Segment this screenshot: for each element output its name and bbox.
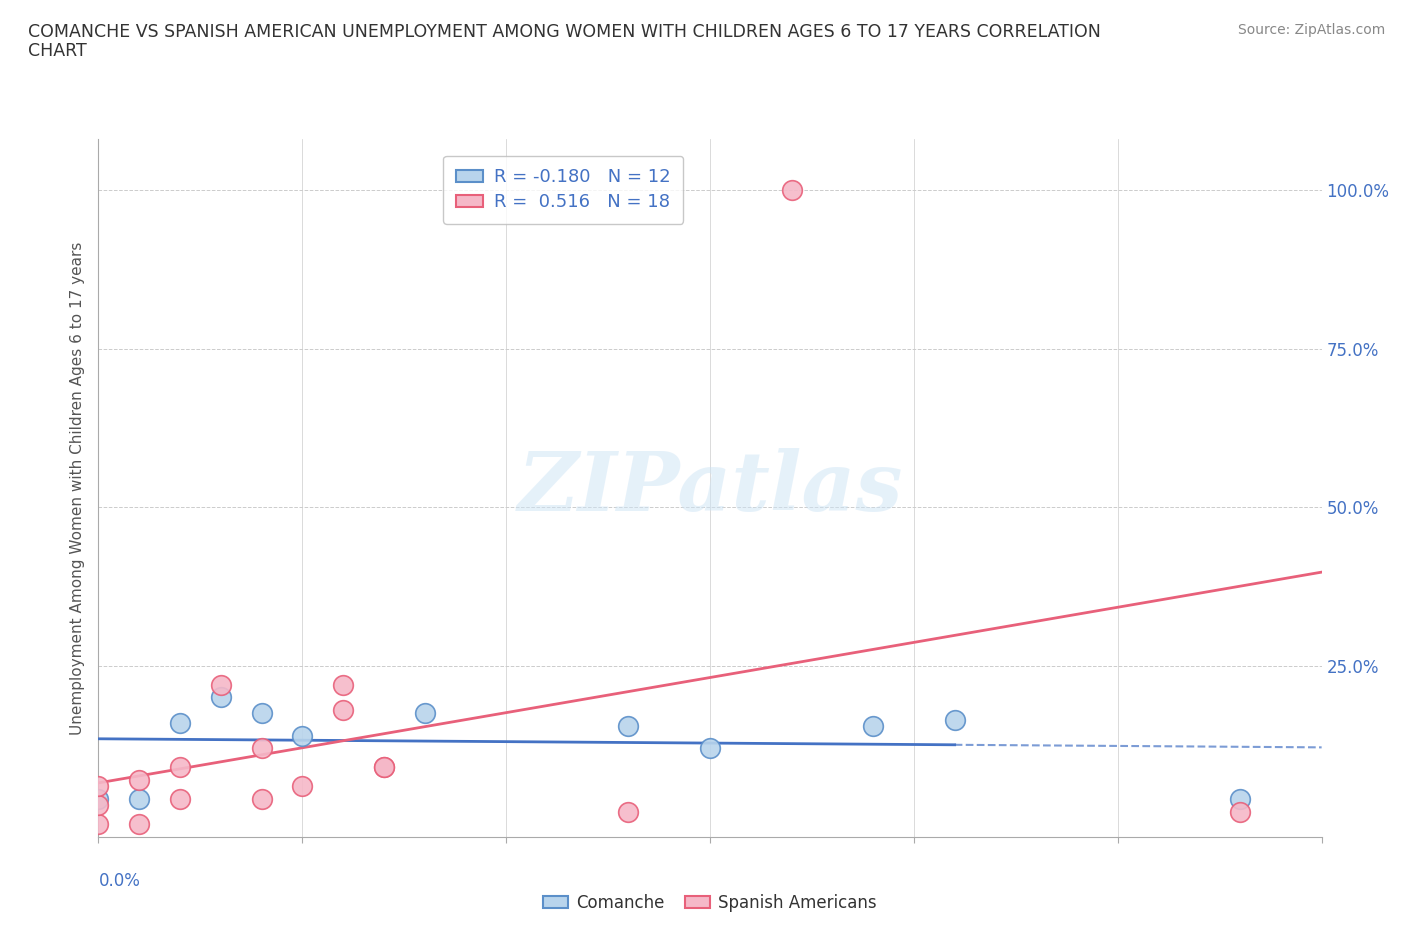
Point [617, 719, 640, 734]
Point [209, 690, 232, 705]
Point [169, 791, 191, 806]
Y-axis label: Unemployment Among Women with Children Ages 6 to 17 years: Unemployment Among Women with Children A… [69, 242, 84, 735]
Point [699, 741, 721, 756]
Point [169, 760, 191, 775]
Legend: Comanche, Spanish Americans: Comanche, Spanish Americans [537, 887, 883, 919]
Point [780, 183, 803, 198]
Text: CHART: CHART [28, 42, 87, 60]
Point [291, 728, 314, 743]
Point [413, 706, 436, 721]
Point [373, 760, 395, 775]
Point [128, 817, 150, 831]
Point [373, 760, 395, 775]
Point [250, 791, 273, 806]
Text: Source: ZipAtlas.com: Source: ZipAtlas.com [1237, 23, 1385, 37]
Point [209, 677, 232, 692]
Text: COMANCHE VS SPANISH AMERICAN UNEMPLOYMENT AMONG WOMEN WITH CHILDREN AGES 6 TO 17: COMANCHE VS SPANISH AMERICAN UNEMPLOYMEN… [28, 23, 1101, 41]
Point [1229, 791, 1251, 806]
Point [128, 773, 150, 788]
Point [332, 677, 354, 692]
Point [862, 719, 884, 734]
Point [1229, 804, 1251, 819]
Point [332, 703, 354, 718]
Point [250, 741, 273, 756]
Point [87, 778, 110, 793]
Point [128, 791, 150, 806]
Point [87, 798, 110, 813]
Point [943, 712, 966, 727]
Point [169, 715, 191, 730]
Point [87, 817, 110, 831]
Text: 0.0%: 0.0% [98, 872, 141, 890]
Point [291, 778, 314, 793]
Text: ZIPatlas: ZIPatlas [517, 448, 903, 528]
Point [250, 706, 273, 721]
Point [617, 804, 640, 819]
Point [87, 791, 110, 806]
